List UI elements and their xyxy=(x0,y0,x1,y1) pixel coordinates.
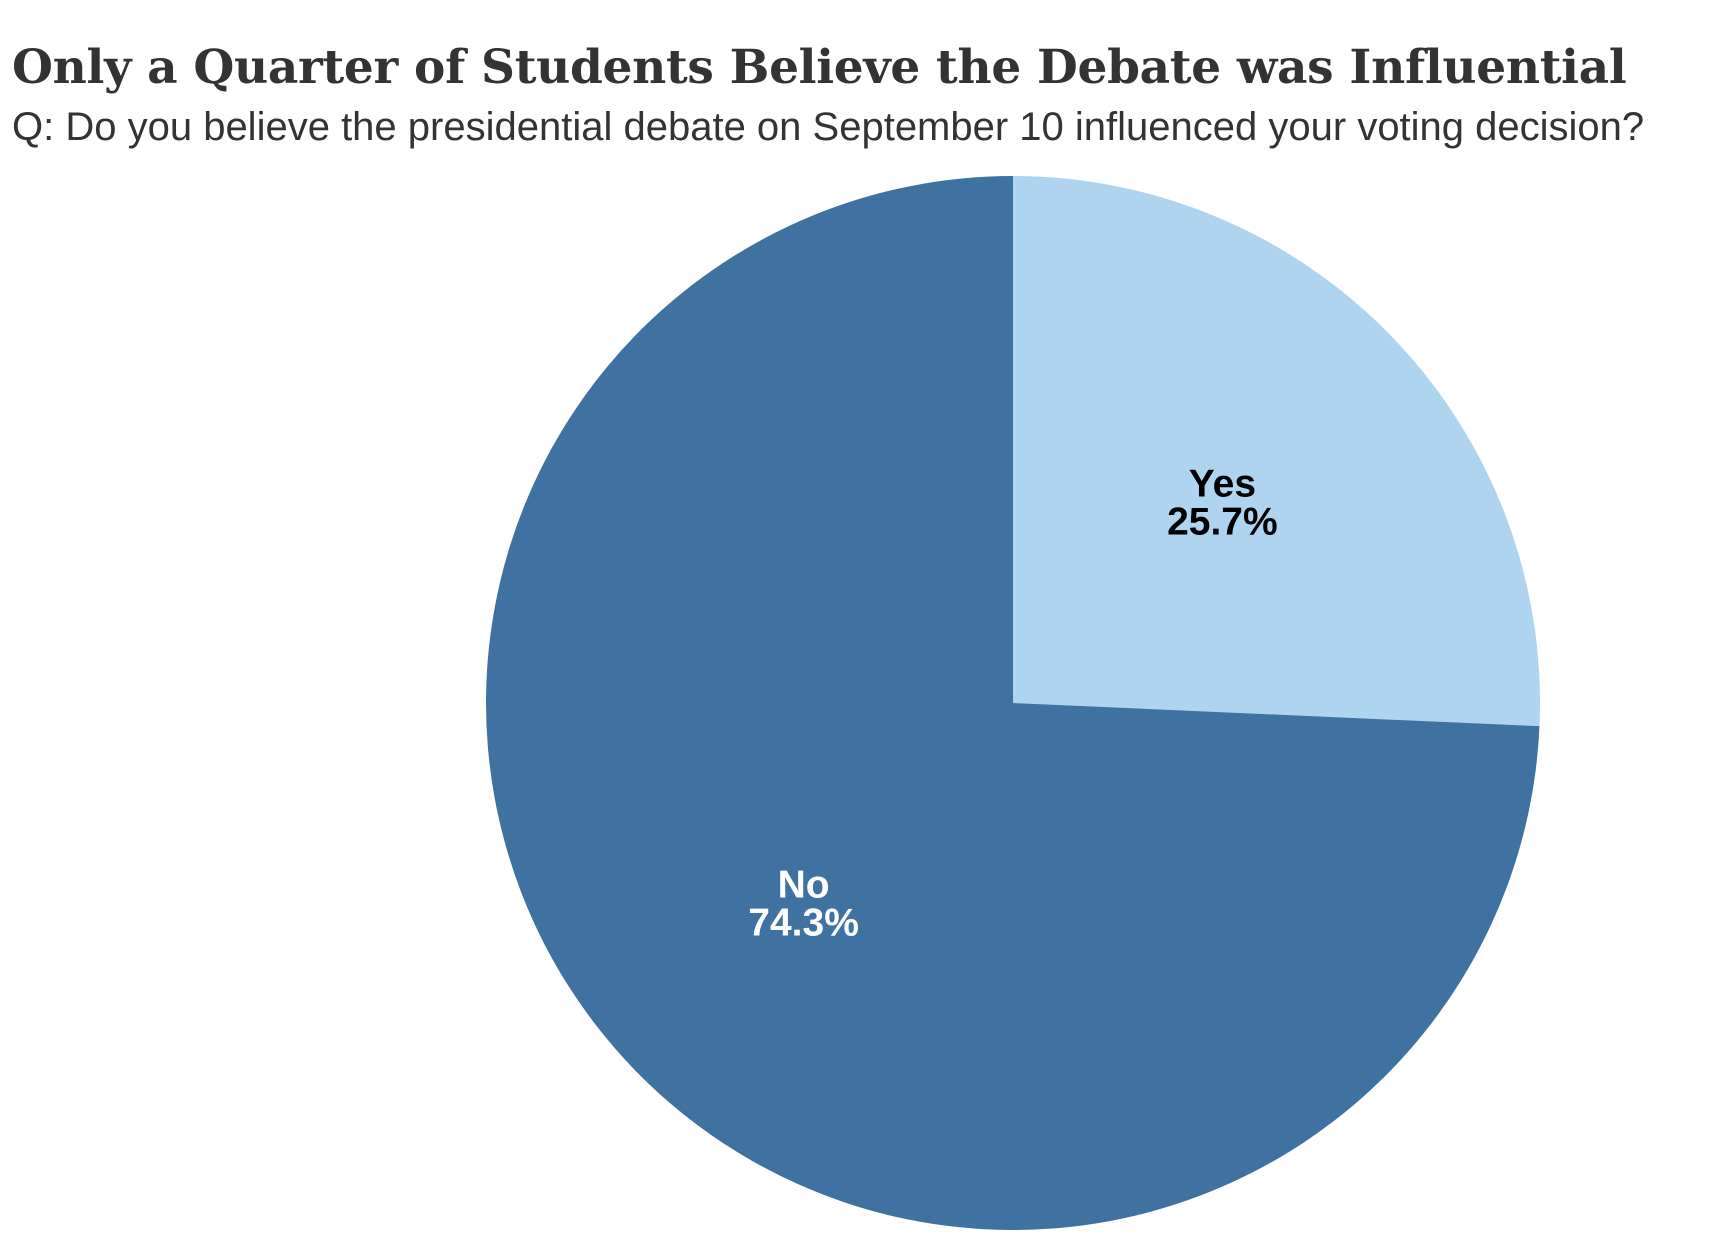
pie-slice-no xyxy=(485,176,1540,1230)
chart-title: Only a Quarter of Students Believe the D… xyxy=(12,40,1627,95)
slice-value-no: 74.3% xyxy=(748,901,859,944)
slice-value-yes: 25.7% xyxy=(1167,501,1278,544)
slice-label-yes: Yes xyxy=(1189,463,1256,506)
slice-label-no: No xyxy=(778,863,830,906)
chart-subtitle: Q: Do you believe the presidential debat… xyxy=(12,105,1645,149)
pie-slice-yes xyxy=(1013,176,1540,727)
